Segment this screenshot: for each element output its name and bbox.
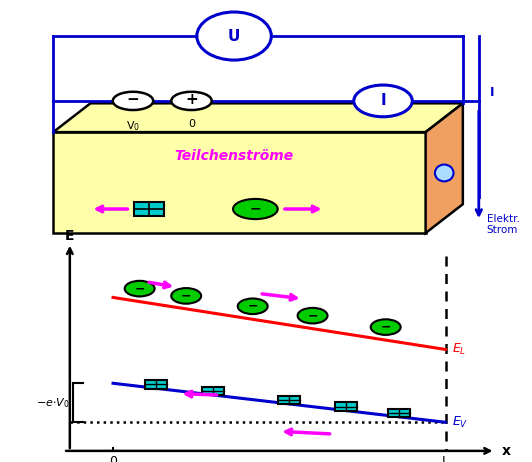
Bar [335,402,356,411]
Polygon shape [53,103,463,132]
Text: I: I [380,93,386,109]
Text: −: − [247,300,258,313]
Text: $E_L$: $E_L$ [452,342,467,357]
Text: −: − [307,309,318,322]
Text: E: E [65,229,74,243]
Ellipse shape [354,85,412,117]
Text: Elektr.
Strom: Elektr. Strom [487,214,520,236]
Ellipse shape [238,298,268,314]
Text: −: − [380,321,391,334]
Ellipse shape [297,308,328,323]
Text: V$_0$: V$_0$ [126,119,140,133]
Bar [145,380,167,389]
Text: U: U [228,29,240,43]
Bar [134,202,164,216]
Text: $-e{\cdot}V_0$: $-e{\cdot}V_0$ [36,396,70,410]
Text: −: − [135,282,145,295]
Polygon shape [426,103,463,233]
Circle shape [233,199,278,219]
Text: L: L [442,455,449,462]
Text: −: − [181,289,192,303]
Text: I: I [489,86,494,99]
Bar [388,409,410,417]
Text: $E_V$: $E_V$ [452,415,469,430]
Text: 0: 0 [188,119,195,129]
Circle shape [113,92,153,110]
Ellipse shape [171,288,201,304]
Bar [202,387,223,395]
Ellipse shape [435,164,453,182]
Text: −: − [127,92,139,107]
Bar [278,396,300,404]
Text: +: + [185,92,198,107]
Text: −: − [250,201,261,215]
Ellipse shape [371,319,401,335]
Text: x: x [502,444,511,458]
Circle shape [171,92,212,110]
Text: 0: 0 [109,455,117,462]
Ellipse shape [124,281,155,297]
Ellipse shape [197,12,271,60]
Text: Teilchenströme: Teilchenströme [174,149,294,163]
Polygon shape [53,132,426,233]
